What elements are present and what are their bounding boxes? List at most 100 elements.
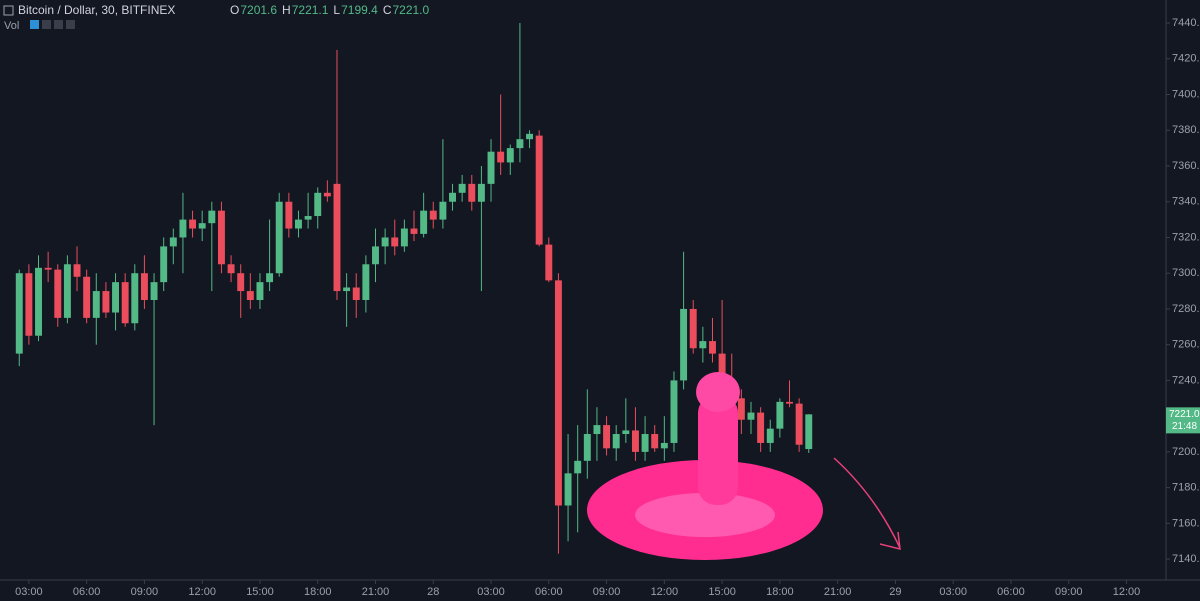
last-price-badge (1166, 407, 1200, 434)
candle-body (83, 276, 91, 318)
candle-body (429, 210, 437, 220)
candle-body (372, 246, 379, 265)
candle-body (189, 219, 197, 229)
candle-body (449, 192, 456, 202)
candle-body (603, 425, 611, 449)
candle-body (92, 291, 100, 318)
candle-body (776, 401, 784, 429)
candle-body (737, 398, 745, 420)
indicator-settings[interactable] (42, 20, 51, 29)
candle-body (295, 219, 302, 229)
candle-body (497, 151, 505, 163)
candle-body (564, 473, 572, 506)
candle-body (121, 282, 129, 324)
candle-body (526, 133, 534, 140)
candle-body (256, 282, 264, 301)
candle-body (718, 353, 726, 390)
y-tick-label: 7440.0 (1172, 17, 1200, 29)
ohlc-value: 7221.1 (292, 3, 329, 17)
y-tick-label: 7340.0 (1172, 196, 1200, 208)
candle-body (381, 237, 389, 247)
candle-body (179, 219, 187, 238)
x-tick-label: 18:00 (766, 586, 794, 598)
x-tick-label: 15:00 (708, 586, 736, 598)
candle-body (795, 403, 803, 445)
x-tick-label: 29 (889, 586, 901, 598)
x-tick-label: 21:00 (824, 586, 852, 598)
y-tick-label: 7180.0 (1172, 482, 1200, 494)
indicator-label: Vol (4, 20, 19, 32)
x-tick-label: 06:00 (997, 586, 1025, 598)
ohlc-label: C (383, 3, 392, 17)
y-tick-label: 7420.0 (1172, 53, 1200, 65)
indicator-remove[interactable] (54, 20, 63, 29)
x-tick-label: 09:00 (131, 586, 159, 598)
candle-body (285, 201, 293, 229)
candle-body (246, 291, 254, 301)
y-tick-label: 7140.0 (1172, 553, 1200, 565)
candle-body (227, 264, 235, 274)
x-tick-label: 03:00 (477, 586, 505, 598)
candle-body (25, 273, 33, 336)
ohlc-label: L (333, 3, 340, 17)
candle-body (574, 460, 582, 474)
candle-body (680, 308, 688, 381)
candle-body (314, 192, 322, 217)
candle-body (400, 228, 408, 247)
candle-body (198, 223, 206, 229)
candle-body (15, 273, 23, 354)
ohlc-values: O 7201.6 H 7221.1 L 7199.4 C 7221.0 (230, 3, 430, 17)
sticker (587, 372, 823, 560)
y-tick-label: 7260.0 (1172, 339, 1200, 351)
countdown-label: 21:48 (1172, 421, 1197, 432)
candle-body (612, 434, 620, 449)
x-tick-label: 21:00 (362, 586, 390, 598)
y-tick-label: 7240.0 (1172, 374, 1200, 386)
y-tick-label: 7400.0 (1172, 88, 1200, 100)
candle-body (786, 401, 793, 404)
ohlc-label: H (282, 3, 291, 17)
ohlc-label: O (230, 3, 239, 17)
y-tick-label: 7360.0 (1172, 160, 1200, 172)
candle-body (54, 269, 62, 318)
candle-body (112, 282, 120, 313)
candle-body (506, 148, 514, 163)
y-tick-label: 7380.0 (1172, 124, 1200, 136)
indicator-more[interactable] (66, 20, 75, 29)
y-tick-label: 7160.0 (1172, 517, 1200, 529)
last-price-label: 7221.0 (1169, 409, 1200, 420)
candle-body (420, 210, 428, 234)
candle-body (651, 434, 659, 449)
x-tick-label: 18:00 (304, 586, 332, 598)
candle-body (352, 287, 360, 301)
candle-body (217, 210, 225, 265)
candle-body (622, 430, 630, 435)
candle-body (641, 434, 649, 452)
candle-body (391, 237, 399, 247)
indicator-eye[interactable] (30, 20, 39, 29)
candle-body (709, 341, 716, 354)
candle-body (747, 412, 755, 420)
candle-body (699, 341, 707, 349)
x-tick-label: 09:00 (593, 586, 621, 598)
candle-body (410, 228, 418, 234)
candle-body (670, 380, 678, 443)
candle-body (169, 237, 177, 247)
x-tick-label: 12:00 (1113, 586, 1141, 598)
candle-body (63, 264, 71, 318)
y-tick-label: 7320.0 (1172, 231, 1200, 243)
candle-body (362, 264, 370, 301)
candle-body (631, 430, 639, 452)
y-tick-label: 7300.0 (1172, 267, 1200, 279)
ohlc-value: 7221.0 (392, 3, 429, 17)
y-tick-label: 7200.0 (1172, 446, 1200, 458)
candle-body (439, 201, 447, 220)
candle-body (477, 183, 485, 202)
symbol-icon[interactable] (3, 5, 14, 16)
x-tick-label: 12:00 (651, 586, 679, 598)
candle-body (44, 267, 52, 270)
candle-body (275, 201, 283, 274)
symbol-title: Bitcoin / Dollar, 30, BITFINEX (18, 3, 175, 17)
candle-body (516, 139, 524, 149)
